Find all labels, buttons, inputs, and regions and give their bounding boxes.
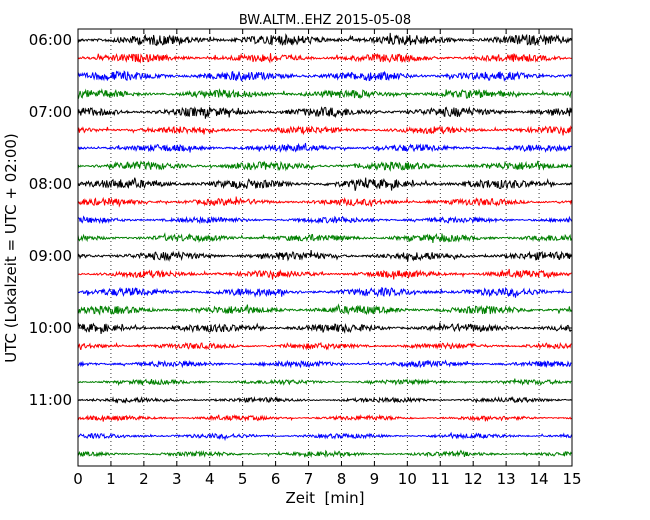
x-tick-label: 5 [238, 470, 248, 488]
x-tick-label: 0 [73, 470, 83, 488]
y-tick-label: 09:00 [29, 247, 72, 265]
seismic-trace [77, 125, 572, 136]
y-tick-label: 11:00 [29, 391, 72, 409]
x-tick-label: 7 [304, 470, 314, 488]
x-tick-label: 8 [337, 470, 347, 488]
seismic-trace [77, 396, 572, 404]
grid-lines [110, 29, 540, 466]
seismic-trace [78, 359, 572, 369]
y-axis-ticks: 06:00 07:00 08:00 09:00 10:00 11:00 [29, 31, 572, 409]
seismic-trace [77, 88, 572, 100]
seismic-trace [77, 52, 572, 64]
x-tick-label: 2 [139, 470, 149, 488]
seismic-trace [78, 268, 572, 280]
y-tick-label: 10:00 [29, 319, 72, 337]
x-axis-ticks: 0 1 2 3 4 5 6 7 8 9 10 11 12 13 14 15 [73, 29, 582, 488]
x-tick-label: 11 [431, 470, 450, 488]
seismic-trace [78, 196, 572, 208]
x-tick-label: 1 [106, 470, 116, 488]
y-tick-label: 08:00 [29, 175, 72, 193]
x-tick-label: 15 [562, 470, 581, 488]
y-tick-label: 06:00 [29, 31, 72, 49]
y-axis-label: UTC (Lokalzeit = UTC + 02:00) [2, 133, 20, 363]
trace-group [77, 32, 572, 459]
seismic-trace [77, 341, 572, 351]
x-tick-label: 3 [172, 470, 182, 488]
seismic-trace [77, 32, 572, 47]
seismic-trace [77, 431, 572, 442]
seismic-trace [77, 286, 572, 298]
x-tick-label: 14 [530, 470, 549, 488]
y-tick-label: 07:00 [29, 103, 72, 121]
x-tick-label: 4 [205, 470, 215, 488]
x-tick-label: 9 [370, 470, 380, 488]
seismic-trace [77, 70, 572, 82]
seismic-trace [77, 215, 572, 225]
x-tick-label: 13 [497, 470, 516, 488]
seismic-trace [77, 414, 572, 422]
seismic-trace [77, 322, 572, 335]
seismic-trace [77, 232, 572, 244]
x-axis-label: Zeit [min] [285, 489, 364, 507]
seismic-trace [77, 160, 572, 172]
seismic-trace [77, 106, 572, 119]
seismic-trace [77, 250, 572, 262]
seismic-trace [77, 303, 572, 316]
x-tick-label: 12 [464, 470, 483, 488]
seismic-trace [77, 142, 572, 153]
x-tick-label: 10 [398, 470, 417, 488]
x-tick-label: 6 [271, 470, 281, 488]
seismic-trace [77, 449, 572, 459]
seismic-trace [77, 177, 572, 191]
seismic-trace [77, 378, 572, 387]
plot-frame [77, 28, 573, 467]
chart-title: BW.ALTM..EHZ 2015-05-08 [239, 13, 411, 28]
